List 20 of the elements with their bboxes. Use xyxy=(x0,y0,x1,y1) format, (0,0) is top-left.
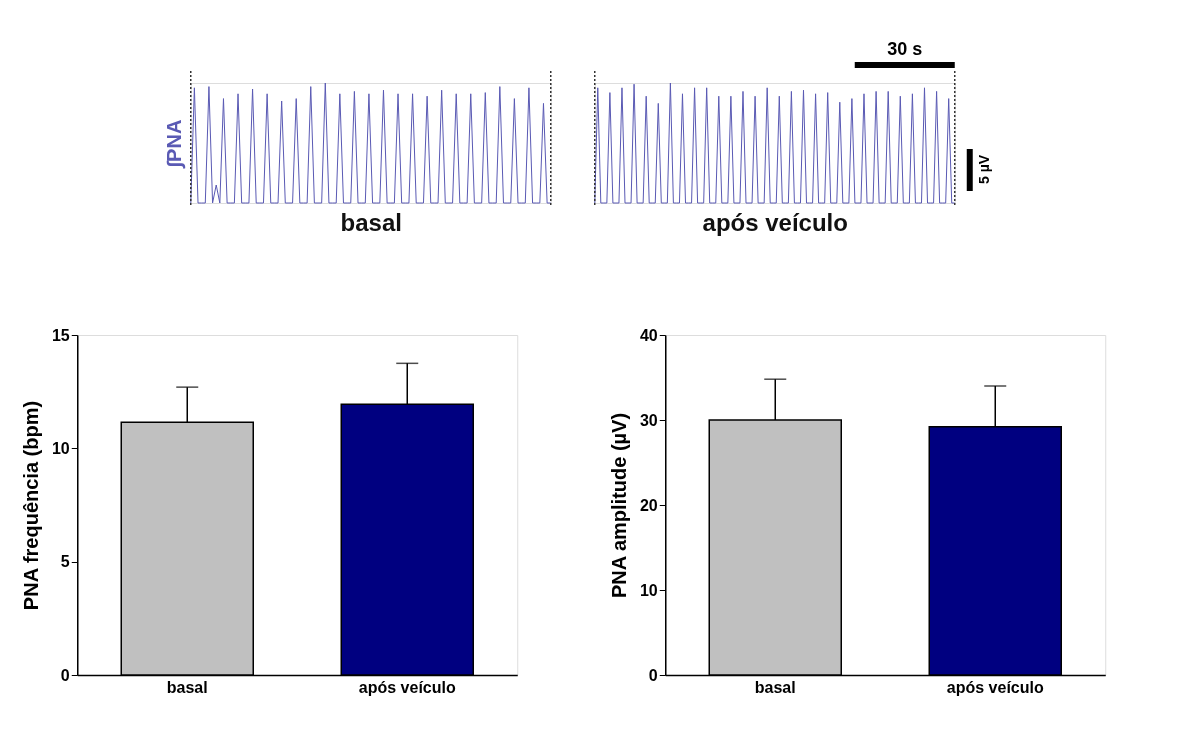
x-axis-title: após veículo xyxy=(702,208,848,236)
x-tick-label: basal xyxy=(754,678,796,696)
y-tick-label: 20 xyxy=(639,496,658,514)
y-tick-label: 40 xyxy=(639,326,658,344)
y-axis-title: PNA amplitude (µV) xyxy=(607,412,630,599)
y-tick-label: 10 xyxy=(639,581,658,599)
y-tick-label: 0 xyxy=(60,666,70,684)
y-tick-label: 10 xyxy=(51,439,70,457)
y-tick-label: 30 xyxy=(639,411,658,429)
y-tick-label: 5 xyxy=(60,553,70,571)
x-tick-label: basal xyxy=(166,678,208,696)
y-tick-label: 15 xyxy=(51,326,70,344)
y-axis-title: ∫PNA xyxy=(163,119,187,170)
x-axis-title: basal xyxy=(340,208,402,236)
text: 30 s xyxy=(887,39,923,59)
text: 5 µV xyxy=(975,154,992,184)
y-axis-title: PNA frequência (bpm) xyxy=(19,400,42,611)
x-tick-label: após veículo xyxy=(358,678,456,696)
x-tick-label: após veículo xyxy=(946,678,1044,696)
y-tick-label: 0 xyxy=(648,666,658,684)
